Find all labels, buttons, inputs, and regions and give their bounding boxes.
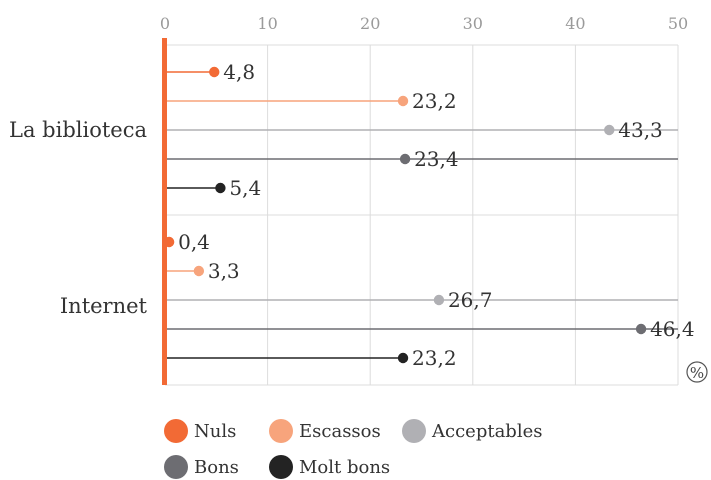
legend: Nuls Escassos Acceptables Bons Molt bons (164, 419, 542, 479)
data-label: 43,3 (618, 118, 663, 142)
x-tick-label: 0 (160, 14, 170, 33)
data-point (397, 352, 409, 364)
data-point (604, 124, 615, 136)
legend-swatch (164, 455, 188, 479)
legend-swatch (402, 419, 426, 443)
legend-label: Bons (194, 457, 239, 478)
data-label: 23,2 (412, 346, 457, 370)
data-label: 23,4 (414, 147, 459, 171)
data-point (399, 153, 411, 165)
legend-label: Escassos (299, 421, 381, 442)
data-label: 23,2 (412, 89, 457, 113)
zero-axis (162, 38, 167, 385)
data-label: 4,8 (223, 60, 255, 84)
unit-badge: % (686, 361, 708, 383)
zero-axis-bar (162, 38, 167, 385)
data-label: 3,3 (208, 259, 240, 283)
x-tick-label: 50 (668, 14, 688, 33)
x-tick-label: 10 (257, 14, 277, 33)
unit-badge-circle (686, 361, 708, 383)
data-point (209, 66, 220, 78)
legend-swatch (269, 419, 293, 443)
data-label: 0,4 (178, 230, 210, 254)
x-tick-label: 40 (565, 14, 585, 33)
legend-label: Acceptables (431, 421, 542, 442)
data-point (397, 95, 409, 107)
data-point (215, 182, 226, 194)
data-label: 26,7 (448, 288, 493, 312)
data-point (635, 323, 647, 335)
category-label: La biblioteca (9, 118, 147, 142)
unit-label: % (690, 364, 704, 382)
legend-swatch (164, 419, 188, 443)
data-label: 5,4 (229, 176, 261, 200)
legend-swatch (269, 455, 293, 479)
data-label: 46,4 (650, 317, 695, 341)
legend-label: Nuls (194, 421, 236, 442)
x-axis-ticks: 0 10 20 30 40 50 (160, 14, 688, 33)
data-point (433, 294, 445, 306)
value-labels: 4,8 23,2 43,3 23,4 5,4 0,4 3,3 26,7 46,4 23,2 (178, 60, 694, 370)
x-tick-label: 20 (360, 14, 380, 33)
category-label: Internet (60, 294, 148, 318)
x-tick-label: 30 (463, 14, 483, 33)
legend-label: Molt bons (299, 457, 390, 478)
data-point (193, 265, 205, 277)
category-labels: La biblioteca Internet (9, 118, 148, 318)
